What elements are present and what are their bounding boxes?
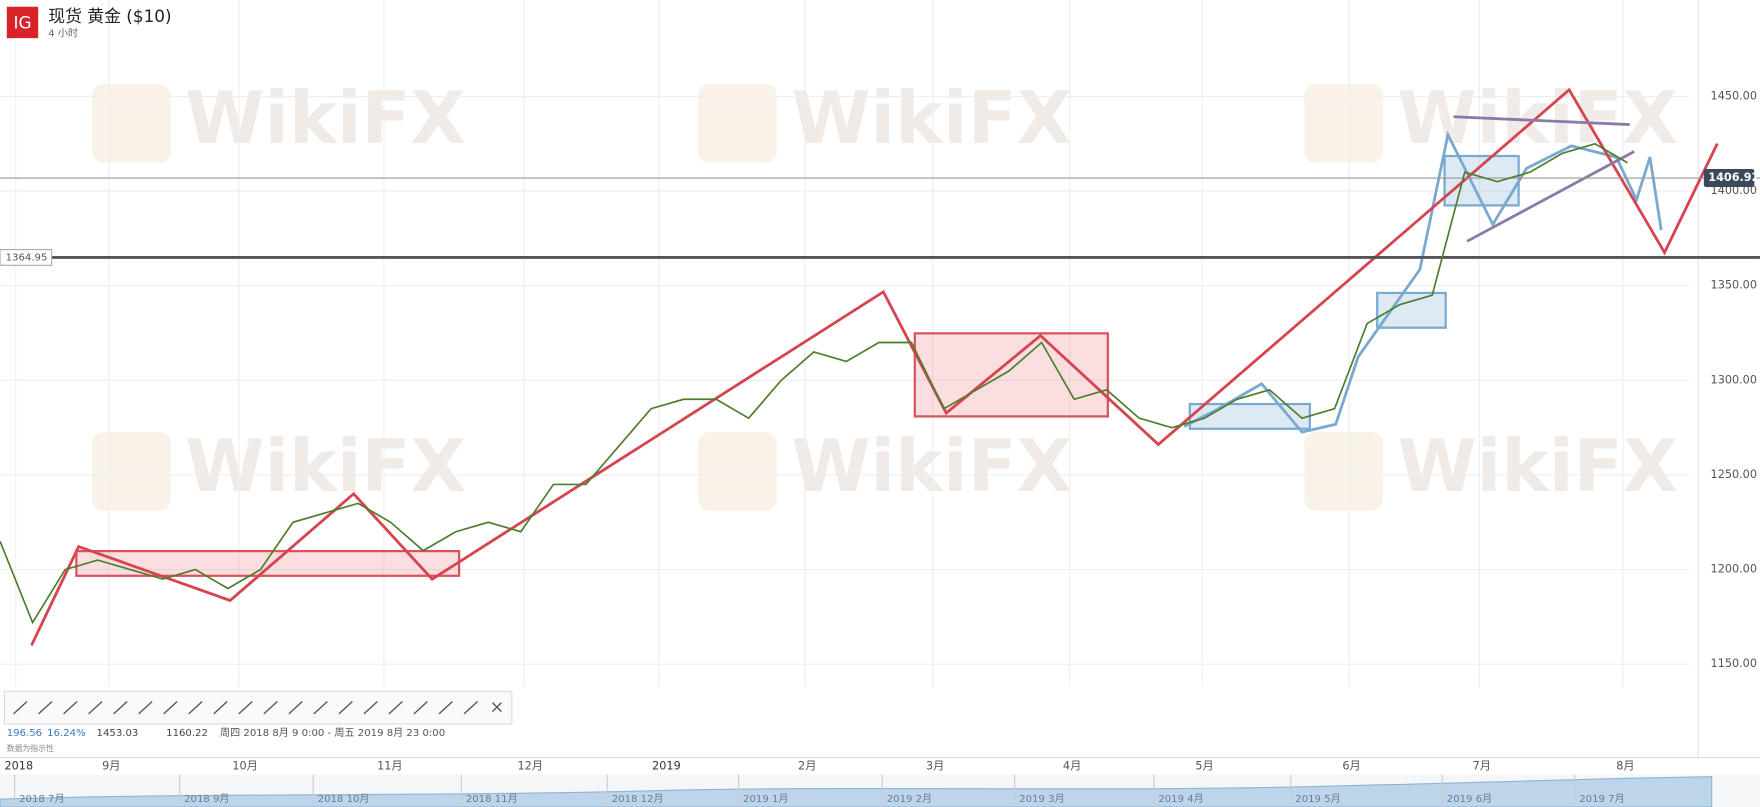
x-tick-label: 2018: [5, 760, 34, 773]
tool-icon[interactable]: [188, 700, 203, 715]
nav-label: 2018 9月: [184, 793, 229, 805]
y-tick-label: 1300.00: [1711, 373, 1757, 386]
watermark: WikiFX: [1397, 424, 1678, 508]
x-tick-label: 8月: [1616, 760, 1634, 773]
nav-label: 2019 2月: [887, 793, 932, 805]
y-tick-label: 1450.00: [1711, 90, 1757, 103]
x-tick-label: 2019: [652, 760, 681, 773]
x-tick-label: 7月: [1473, 760, 1491, 773]
watermark-logo: [698, 84, 777, 163]
price-line: [0, 142, 1628, 625]
drawing-toolbar: [3, 690, 513, 725]
zone: [1376, 291, 1447, 329]
tool-icon[interactable]: [13, 700, 28, 715]
tool-icon[interactable]: [338, 700, 353, 715]
y-tick-label: 1200.00: [1711, 563, 1757, 576]
nav-label: 2018 10月: [318, 793, 370, 805]
status-value: 196.56: [7, 728, 42, 739]
status-note: 数据为指示性: [7, 743, 54, 753]
tool-icon[interactable]: [38, 700, 53, 715]
trend-line: [1453, 115, 1630, 126]
status-value: 1160.22: [166, 728, 208, 739]
x-tick-label: 9月: [102, 760, 120, 773]
x-tick-label: 4月: [1063, 760, 1081, 773]
watermark-logo: [1304, 84, 1383, 163]
navigator-labels: 2018 7月 2018 9月 2018 10月 2018 11月 2018 12月 20…: [14, 774, 1625, 807]
interval: 4 小时: [48, 28, 78, 40]
logo-box: [6, 6, 39, 39]
navigator-area: [0, 776, 1713, 807]
tool-icon[interactable]: [88, 700, 103, 715]
red-path: [30, 87, 1719, 646]
title: 现货 黄金 ($10): [48, 6, 171, 26]
zone: [913, 332, 1109, 418]
watermark-logo: [1304, 432, 1383, 511]
x-tick-label: 10月: [232, 760, 258, 773]
nav-label: 2019 5月: [1295, 793, 1340, 805]
x-axis: 2018 9月 10月 11月 12月 2019 2月 3月 4月 5月 6月 7月 8月: [5, 760, 1635, 773]
grid: 1150.00 1200.00 1250.00 1300.00 1350.00 1400.…: [0, 0, 1757, 758]
status-value: 1453.03: [97, 728, 139, 739]
tool-icon[interactable]: [438, 700, 453, 715]
nav-label: 2018 12月: [612, 793, 664, 805]
watermark: WikiFX: [185, 424, 466, 508]
y-tick-label: 1150.00: [1711, 657, 1757, 670]
logo: IG: [13, 13, 31, 33]
tool-icons: [13, 700, 502, 715]
tool-icon[interactable]: [138, 700, 153, 715]
status-bar: 196.56 16.24% 1453.03 1160.22 周四 2018 8月 9 0…: [7, 727, 445, 753]
x-tick-label: 6月: [1342, 760, 1360, 773]
y-tick-label: 1250.00: [1711, 468, 1757, 481]
zone: [75, 549, 461, 577]
nav-label: 2019 4月: [1158, 793, 1203, 805]
nav-label: 2018 11月: [466, 793, 518, 805]
watermark-logo: [698, 432, 777, 511]
status-range: 周四 2018 8月 9 0:00 - 周五 2019 8月 23 0:00: [220, 727, 445, 739]
watermark-logo: [92, 84, 171, 163]
tool-icon[interactable]: [363, 700, 378, 715]
level-label: 1364.95: [6, 252, 48, 263]
y-tick-label: 1400.00: [1711, 184, 1757, 197]
watermark: WikiFX: [185, 76, 466, 160]
nav-label: 2019 6月: [1447, 793, 1492, 805]
watermark: WikiFX: [791, 424, 1072, 508]
status-value: 16.24%: [47, 728, 86, 739]
x-tick-label: 2月: [798, 760, 816, 773]
tool-icon[interactable]: [213, 700, 228, 715]
last-price-label: 1406.92: [1708, 171, 1759, 184]
tool-icon[interactable]: [63, 700, 78, 715]
nav-label: 2019 1月: [743, 793, 788, 805]
y-tick-label: 1350.00: [1711, 279, 1757, 292]
watermark-logo: [92, 432, 171, 511]
blue-path: [1183, 130, 1663, 434]
level-label-box: [0, 249, 53, 266]
watermark: WikiFX: [791, 76, 1072, 160]
nav-label: 2018 7月: [19, 793, 64, 805]
tool-icon[interactable]: [313, 700, 328, 715]
tool-icon[interactable]: [463, 700, 478, 715]
tool-icon[interactable]: [163, 700, 178, 715]
tool-icon[interactable]: [238, 700, 253, 715]
trend-line: [1466, 150, 1635, 243]
close-tool[interactable]: [491, 702, 502, 713]
x-tick-label: 12月: [517, 760, 542, 773]
tool-icon[interactable]: [413, 700, 428, 715]
plot: 1364.95 1406.92: [0, 142, 1760, 625]
last-price-box: [1703, 169, 1755, 188]
x-tick-label: 3月: [926, 760, 944, 773]
tool-icon[interactable]: [263, 700, 278, 715]
x-tick-label: 5月: [1195, 760, 1213, 773]
nav-label: 2019 3月: [1019, 793, 1064, 805]
tool-icon[interactable]: [388, 700, 403, 715]
tool-icon[interactable]: [113, 700, 128, 715]
annotations: [30, 87, 1719, 646]
nav-label: 2019 7月: [1579, 793, 1624, 805]
x-tick-label: 11月: [377, 760, 402, 773]
tool-icon[interactable]: [288, 700, 303, 715]
